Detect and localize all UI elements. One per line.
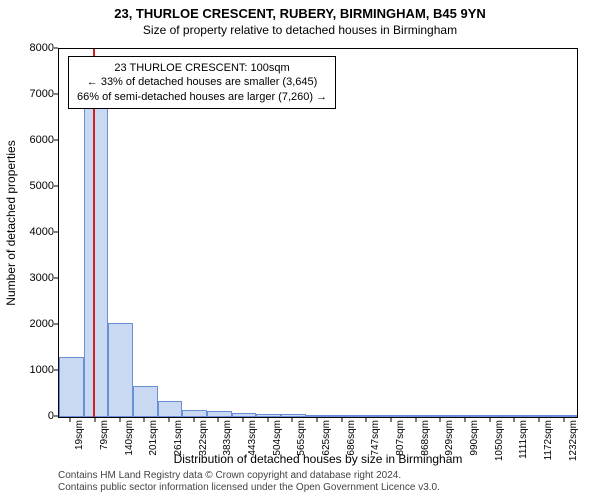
- x-tick-label: 261sqm: [173, 420, 184, 456]
- y-tick-label: 8000: [14, 42, 54, 54]
- x-tick-mark: [317, 418, 318, 422]
- histogram-bar: [256, 414, 281, 417]
- y-tick-label: 2000: [14, 318, 54, 330]
- x-axis-label: Distribution of detached houses by size …: [58, 452, 578, 466]
- legend-line-3: 66% of semi-detached houses are larger (…: [77, 90, 327, 104]
- histogram-bar: [528, 415, 553, 417]
- chart-title: 23, THURLOE CRESCENT, RUBERY, BIRMINGHAM…: [0, 0, 600, 21]
- chart-subtitle: Size of property relative to detached ho…: [0, 21, 600, 41]
- x-tick-mark: [563, 418, 564, 422]
- x-tick-mark: [341, 418, 342, 422]
- legend-line-2: ← 33% of detached houses are smaller (3,…: [77, 75, 327, 89]
- histogram-bar: [552, 415, 577, 417]
- legend-box: 23 THURLOE CRESCENT: 100sqm ← 33% of det…: [68, 56, 336, 109]
- x-tick-mark: [366, 418, 367, 422]
- attribution-text: Contains HM Land Registry data © Crown c…: [58, 470, 440, 494]
- y-tick-mark: [54, 140, 58, 141]
- y-tick-mark: [54, 370, 58, 371]
- x-tick-label: 990sqm: [469, 420, 480, 456]
- x-tick-label: 565sqm: [296, 420, 307, 456]
- y-tick-mark: [54, 186, 58, 187]
- x-tick-mark: [144, 418, 145, 422]
- x-tick-label: 201sqm: [148, 420, 159, 456]
- histogram-bar: [158, 401, 183, 417]
- x-tick-mark: [440, 418, 441, 422]
- x-tick-label: 140sqm: [124, 420, 135, 456]
- histogram-bar: [306, 415, 331, 417]
- histogram-bar: [232, 413, 257, 417]
- histogram-bar: [478, 415, 503, 417]
- histogram-bar: [281, 414, 306, 417]
- y-tick-mark: [54, 416, 58, 417]
- x-tick-mark: [95, 418, 96, 422]
- histogram-bar: [380, 415, 405, 417]
- x-tick-mark: [70, 418, 71, 422]
- x-tick-mark: [292, 418, 293, 422]
- x-tick-label: 383sqm: [222, 420, 233, 456]
- x-tick-mark: [489, 418, 490, 422]
- y-tick-label: 1000: [14, 364, 54, 376]
- histogram-bar: [182, 410, 207, 417]
- y-tick-label: 0: [14, 410, 54, 422]
- x-tick-label: 625sqm: [321, 420, 332, 456]
- histogram-bar: [454, 415, 479, 417]
- y-tick-mark: [54, 94, 58, 95]
- x-tick-mark: [119, 418, 120, 422]
- x-tick-mark: [267, 418, 268, 422]
- y-tick-label: 5000: [14, 180, 54, 192]
- x-tick-mark: [514, 418, 515, 422]
- x-tick-mark: [169, 418, 170, 422]
- x-tick-label: 929sqm: [444, 420, 455, 456]
- x-tick-label: 443sqm: [247, 420, 258, 456]
- chart-container: 23, THURLOE CRESCENT, RUBERY, BIRMINGHAM…: [0, 0, 600, 500]
- x-tick-label: 807sqm: [395, 420, 406, 456]
- x-tick-mark: [465, 418, 466, 422]
- x-tick-mark: [218, 418, 219, 422]
- histogram-bar: [330, 415, 355, 417]
- y-tick-mark: [54, 324, 58, 325]
- attribution-line-1: Contains HM Land Registry data © Crown c…: [58, 470, 440, 482]
- histogram-bar: [503, 415, 528, 417]
- y-tick-label: 4000: [14, 226, 54, 238]
- x-tick-mark: [193, 418, 194, 422]
- y-tick-label: 3000: [14, 272, 54, 284]
- y-tick-label: 6000: [14, 134, 54, 146]
- x-tick-label: 686sqm: [346, 420, 357, 456]
- y-tick-mark: [54, 232, 58, 233]
- y-tick-mark: [54, 278, 58, 279]
- x-tick-label: 504sqm: [272, 420, 283, 456]
- attribution-line-2: Contains public sector information licen…: [58, 482, 440, 494]
- histogram-bar: [133, 386, 158, 417]
- histogram-bar: [404, 415, 429, 417]
- legend-line-1: 23 THURLOE CRESCENT: 100sqm: [77, 61, 327, 75]
- x-tick-label: 322sqm: [198, 420, 209, 456]
- histogram-bar: [108, 323, 133, 417]
- histogram-bar: [84, 104, 109, 417]
- x-tick-label: 79sqm: [99, 420, 110, 450]
- x-tick-mark: [391, 418, 392, 422]
- histogram-bar: [59, 357, 84, 417]
- x-tick-mark: [415, 418, 416, 422]
- x-tick-label: 868sqm: [420, 420, 431, 456]
- histogram-bar: [355, 415, 380, 417]
- x-tick-mark: [243, 418, 244, 422]
- y-tick-label: 7000: [14, 88, 54, 100]
- x-tick-mark: [539, 418, 540, 422]
- y-tick-mark: [54, 48, 58, 49]
- histogram-bar: [429, 415, 454, 417]
- x-tick-label: 747sqm: [370, 420, 381, 456]
- x-tick-label: 19sqm: [74, 420, 85, 450]
- histogram-bar: [207, 411, 232, 417]
